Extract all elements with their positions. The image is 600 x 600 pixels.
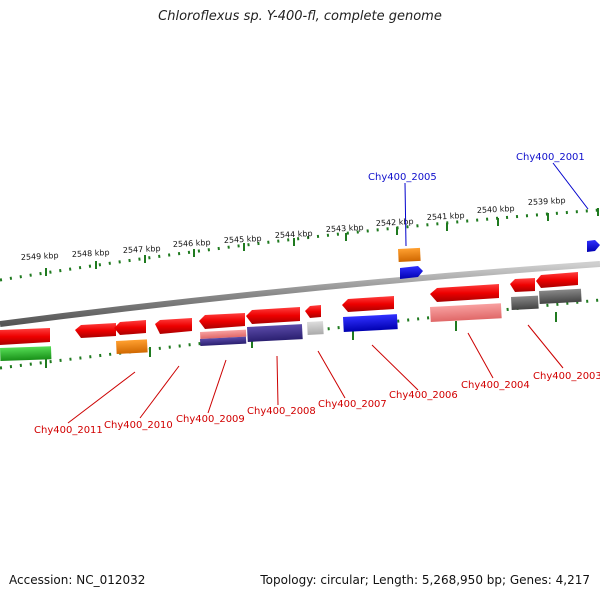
cog-box <box>539 288 582 304</box>
scale-label-2544: 2544 kbp <box>275 229 313 240</box>
gene-chy400-2004 <box>430 284 499 302</box>
cog-box <box>430 303 502 322</box>
scale-label-2547: 2547 kbp <box>123 244 161 255</box>
cog-box <box>116 339 148 354</box>
scale-label-2548: 2548 kbp <box>72 248 110 259</box>
gene-chy400-2011 <box>0 328 50 345</box>
map-title: Chloroflexus sp. Y-400-fl, complete geno… <box>158 9 442 24</box>
gene-chy400-2010b <box>114 320 146 335</box>
gene-label-chy400-2005: Chy400_2005 <box>368 172 437 183</box>
scale-label-2542: 2542 kbp <box>376 217 414 228</box>
cog-box <box>199 329 247 339</box>
gene-chy400-2009b <box>199 313 245 329</box>
cog-box <box>343 314 398 332</box>
gene-chy400-2008 <box>246 307 300 324</box>
gene-label-chy400-2008: Chy400_2008 <box>247 406 316 417</box>
gene-chy400-2009 <box>155 318 192 334</box>
label-leaders <box>67 162 589 424</box>
genome-backbone <box>0 261 600 327</box>
gene-label-chy400-2004: Chy400_2004 <box>461 380 530 391</box>
gene-label-chy400-2011: Chy400_2011 <box>34 425 103 436</box>
scale-label-2539: 2539 kbp <box>528 196 566 207</box>
cog-box <box>247 324 303 342</box>
gene-label-chy400-2001: Chy400_2001 <box>516 152 585 163</box>
gene-label-chy400-2007: Chy400_2007 <box>318 399 387 410</box>
gene-labels: Chy400_2005 Chy400_2001 Chy400_2011 Chy4… <box>34 152 600 436</box>
scale-label-2545: 2545 kbp <box>224 234 262 245</box>
gene-label-chy400-2010: Chy400_2010 <box>104 420 173 431</box>
forward-strand-genes <box>398 240 600 279</box>
reverse-strand-genes <box>0 272 582 361</box>
gene-feature <box>587 240 600 252</box>
gene-label-chy400-2009: Chy400_2009 <box>176 414 245 425</box>
scale-label-2546: 2546 kbp <box>173 238 211 249</box>
scale-label-2549: 2549 kbp <box>21 251 59 262</box>
genome-stats-text: Topology: circular; Length: 5,268,950 bp… <box>260 573 590 587</box>
gene-label-chy400-2003: Chy400_2003 <box>533 371 600 382</box>
cog-box <box>307 321 324 335</box>
gene-chy400-2003b <box>536 272 578 288</box>
gene-label-chy400-2006: Chy400_2006 <box>389 390 458 401</box>
cog-box <box>0 346 52 361</box>
gene-chy400-2010 <box>75 323 116 338</box>
scale-label-2543: 2543 kbp <box>326 223 364 234</box>
accession-text: Accession: NC_012032 <box>9 573 146 587</box>
scale-label-2541: 2541 kbp <box>427 211 465 222</box>
gene-chy400-2006 <box>342 296 394 312</box>
cog-box <box>398 247 421 262</box>
cog-box <box>511 295 539 310</box>
scale-labels: 2549 kbp 2548 kbp 2547 kbp 2546 kbp 2545… <box>21 196 566 262</box>
cog-box <box>199 336 247 346</box>
outer-major-ticks <box>45 208 599 276</box>
inner-major-ticks <box>45 312 557 368</box>
gene-feature <box>400 266 423 279</box>
gene-chy400-2003 <box>510 278 535 292</box>
scale-label-2540: 2540 kbp <box>477 204 515 215</box>
gene-chy400-2007 <box>305 305 321 318</box>
